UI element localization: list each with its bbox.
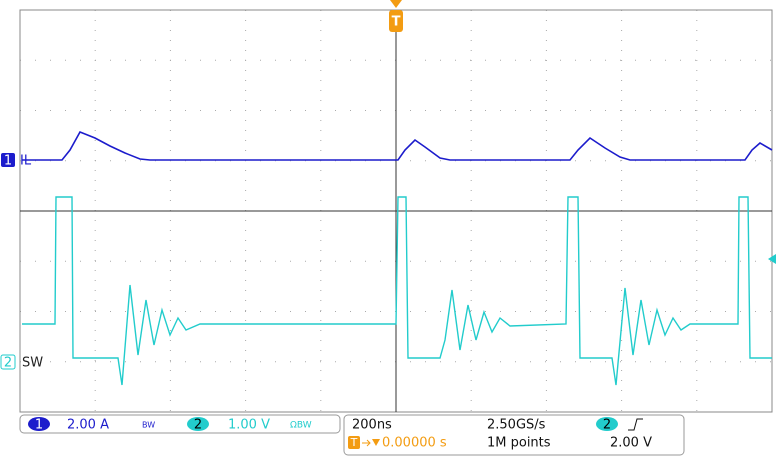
trigger-channel-badge [596, 417, 618, 431]
trigger-position: 0.00000 s [382, 436, 447, 451]
trigger-slope [628, 418, 643, 431]
trigger-position-marker: T [350, 436, 358, 449]
ch1-label: IL [20, 154, 32, 169]
ch1-bandwidth: BW [142, 421, 155, 430]
ch2-bandwidth: ΩBW [290, 421, 312, 431]
trigger-marker [389, 10, 403, 32]
trigger-arrow [390, 0, 402, 8]
channel-status-box [19, 414, 341, 434]
record-length: 1M points [487, 436, 551, 451]
ch2-label: SW [22, 356, 43, 371]
ch1-marker [1, 153, 15, 167]
trigger-level-marker [768, 254, 776, 264]
ch1-marker-number: 1 [4, 154, 12, 169]
ch2-marker [0, 354, 16, 370]
sample-rate: 2.50GS/s [487, 418, 546, 433]
trigger-channel: 2 [603, 418, 611, 433]
ch2-marker-number: 2 [4, 356, 12, 371]
trigger-arrow-down [372, 439, 380, 446]
sw-waveform [22, 196, 772, 386]
ch2-badge-number: 2 [194, 418, 202, 433]
trigger-level: 2.00 V [610, 436, 652, 451]
ch2-scale: 1.00 V [228, 418, 270, 433]
ch1-badge-number: 1 [35, 418, 43, 433]
ch2-badge [187, 417, 209, 431]
trigger-marker-text: T [392, 15, 401, 30]
ch1-badge [28, 417, 50, 431]
timebase-scale: 200ns [352, 418, 392, 433]
trigger-arrow-right [362, 439, 371, 447]
il-waveform [22, 130, 773, 161]
trigger-position-badge [348, 436, 360, 449]
ch1-scale: 2.00 A [67, 418, 109, 433]
